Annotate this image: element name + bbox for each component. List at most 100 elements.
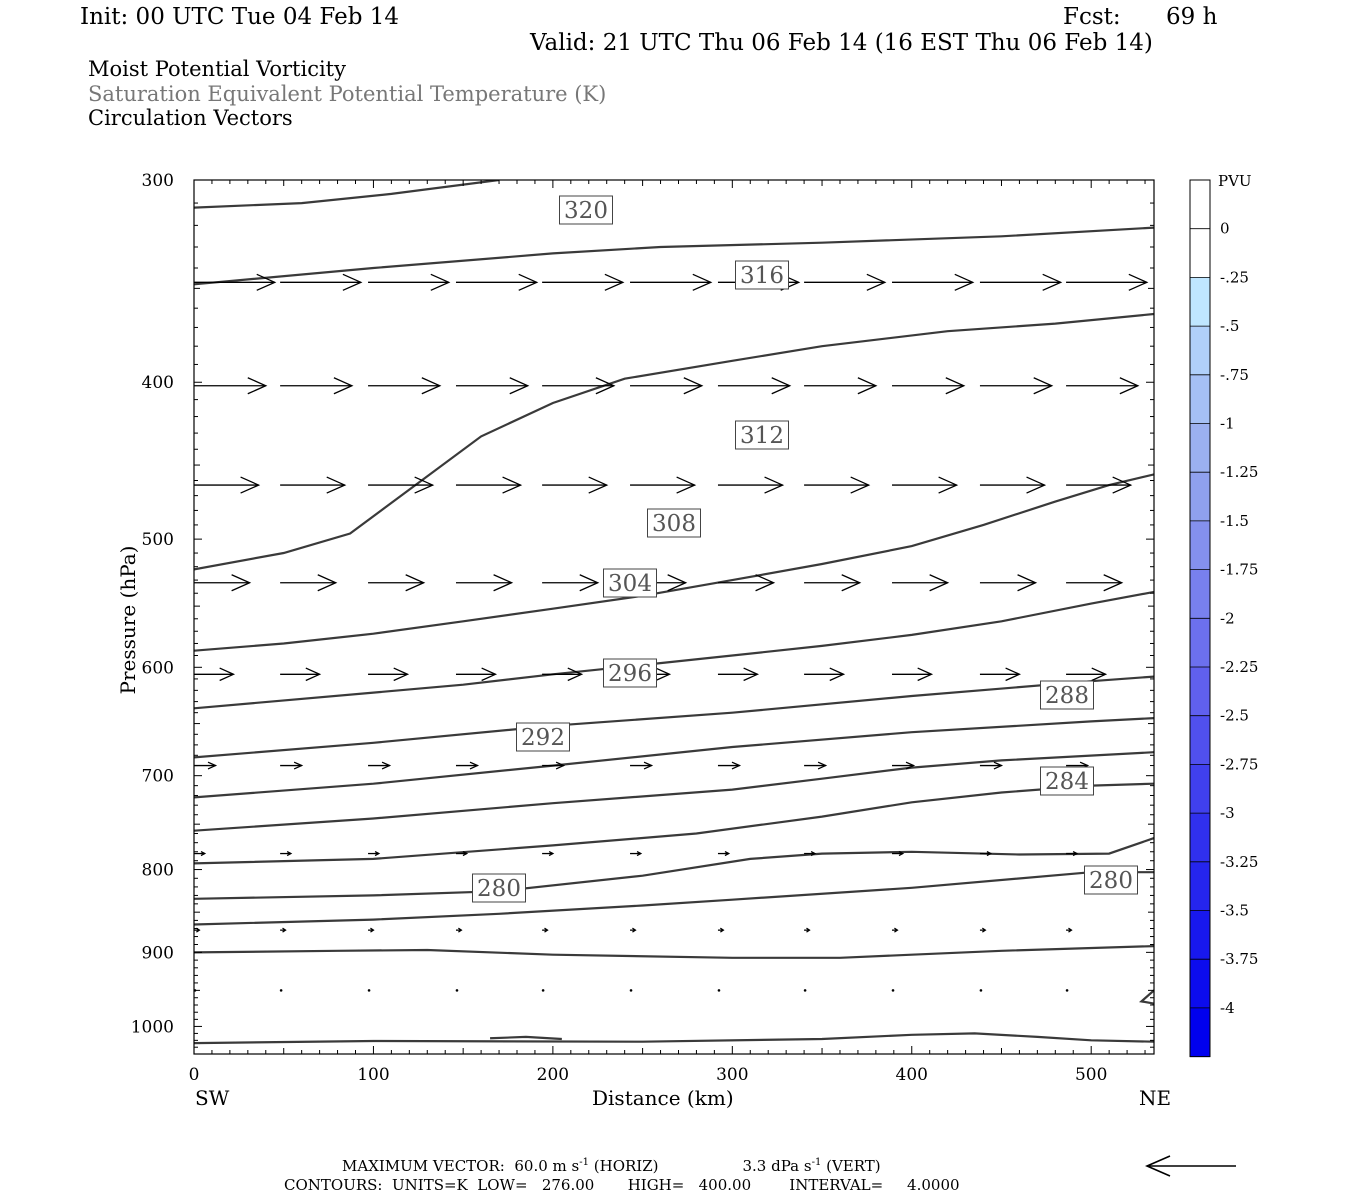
colorbar-label: -3.75 — [1220, 950, 1258, 968]
wind-vector — [368, 927, 375, 933]
wind-vector — [979, 761, 1004, 770]
wind-vector-head — [643, 761, 654, 770]
max-vector-horiz-label: (HORIZ) — [593, 1157, 659, 1175]
wind-vector — [280, 377, 354, 395]
wind-vector — [280, 927, 287, 933]
contour-label: 308 — [652, 511, 696, 537]
wind-vector-head — [219, 667, 236, 682]
contour-label: 292 — [521, 725, 565, 751]
wind-vector — [1066, 574, 1124, 592]
wind-vector-head — [458, 927, 463, 933]
wind-vector — [804, 667, 846, 682]
x-tick-label: 300 — [716, 1065, 748, 1085]
contour-label: 320 — [564, 198, 608, 224]
wind-vector-head — [333, 377, 354, 395]
contour-label-box — [516, 722, 570, 752]
x-tick-label: 100 — [357, 1065, 389, 1085]
wind-vector — [368, 377, 442, 395]
circulation-vectors — [194, 273, 1149, 992]
wind-vector — [804, 476, 871, 494]
y-tick-label: 1000 — [131, 1017, 174, 1037]
wind-vector — [542, 927, 549, 933]
wind-vector-head — [326, 476, 347, 494]
wind-vector — [455, 273, 539, 291]
contour-label: 280 — [477, 876, 521, 902]
wind-vector — [804, 377, 878, 395]
contour-296 — [194, 751, 1154, 832]
wind-vector-dot — [979, 989, 983, 992]
wind-vector-head — [200, 850, 207, 857]
colorbar-swatch — [1190, 813, 1210, 863]
wind-vector-head — [1128, 273, 1149, 291]
wind-vector — [979, 273, 1063, 291]
colorbar-swatch — [1190, 764, 1210, 814]
max-vector-vert-value: 3.3 dPa s — [742, 1157, 812, 1175]
colorbar-label: -2 — [1220, 609, 1235, 627]
wind-vector — [717, 667, 760, 682]
wind-vector — [630, 476, 697, 494]
wind-vector-dot — [279, 989, 283, 992]
wind-vector-dot — [455, 989, 459, 992]
wind-vector — [892, 273, 975, 291]
field-title-mpv: Moist Potential Vorticity — [88, 57, 346, 81]
wind-vector — [979, 850, 993, 857]
contour-label: 296 — [608, 661, 652, 687]
wind-vector — [629, 989, 633, 992]
wind-vector — [542, 761, 566, 770]
colorbar-swatch — [1190, 374, 1210, 424]
wind-vector-head — [493, 574, 514, 592]
wind-vector-head — [817, 761, 828, 770]
wind-vector-head — [548, 850, 555, 857]
wind-vector — [804, 574, 862, 592]
wind-vector — [455, 574, 514, 592]
colorbar-swatch — [1190, 959, 1210, 1009]
colorbar-swatch — [1190, 277, 1210, 327]
wind-vector-dot — [803, 989, 807, 992]
wind-vector — [542, 574, 600, 592]
wind-vector-head — [806, 927, 811, 933]
wind-vector — [717, 761, 742, 770]
wind-vector-head — [683, 377, 704, 395]
wind-vector-head — [1033, 377, 1054, 395]
wind-vector-head — [667, 574, 688, 592]
contour-label-box — [1084, 865, 1138, 895]
wind-vector-head — [282, 927, 287, 933]
valid-time: Valid: 21 UTC Thu 06 Feb 14 (16 EST Thu … — [530, 30, 1153, 56]
contour-292 — [194, 782, 1154, 865]
wind-vector — [279, 989, 283, 992]
wind-vector-head — [1026, 476, 1047, 494]
wind-vector-head — [342, 273, 363, 291]
wind-vector — [542, 667, 584, 682]
colorbar-label: -1.75 — [1220, 561, 1258, 579]
wind-vector — [892, 927, 899, 933]
wind-vector — [979, 574, 1038, 592]
wind-vector — [1066, 273, 1149, 291]
wind-vector-head — [1017, 574, 1038, 592]
contour-312 — [194, 473, 1154, 652]
colorbar-swatch — [1190, 715, 1210, 765]
wind-vector — [455, 761, 480, 770]
wind-vector-head — [905, 761, 916, 770]
wind-vector — [1066, 850, 1079, 857]
wind-vector — [892, 761, 916, 770]
wind-vector — [542, 850, 555, 857]
field-title-theta-es: Saturation Equivalent Potential Temperat… — [88, 82, 607, 106]
wind-vector-head — [518, 273, 539, 291]
contour-280 — [194, 945, 1154, 959]
wind-vector-dot — [717, 989, 721, 992]
wind-vector — [630, 927, 637, 933]
wind-vector — [979, 377, 1054, 395]
contour-label-box — [603, 658, 657, 688]
contour-label: 280 — [1089, 868, 1133, 894]
contour-label: 316 — [740, 263, 784, 289]
y-tick-label: 400 — [142, 373, 174, 393]
wind-vector — [455, 927, 463, 933]
wind-vector — [717, 574, 776, 592]
wind-vector — [368, 476, 435, 494]
wind-vector — [194, 377, 268, 395]
wind-vector-head — [1068, 927, 1073, 933]
contour-308 — [194, 590, 1154, 710]
y-tick-label: 900 — [142, 943, 174, 963]
colorbar-swatch — [1190, 326, 1210, 376]
